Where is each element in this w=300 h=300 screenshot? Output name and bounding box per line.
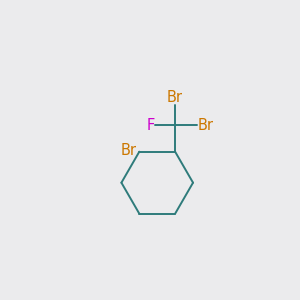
Text: F: F [146, 118, 154, 133]
Text: Br: Br [167, 90, 183, 105]
Text: Br: Br [121, 143, 136, 158]
Text: Br: Br [198, 118, 214, 133]
